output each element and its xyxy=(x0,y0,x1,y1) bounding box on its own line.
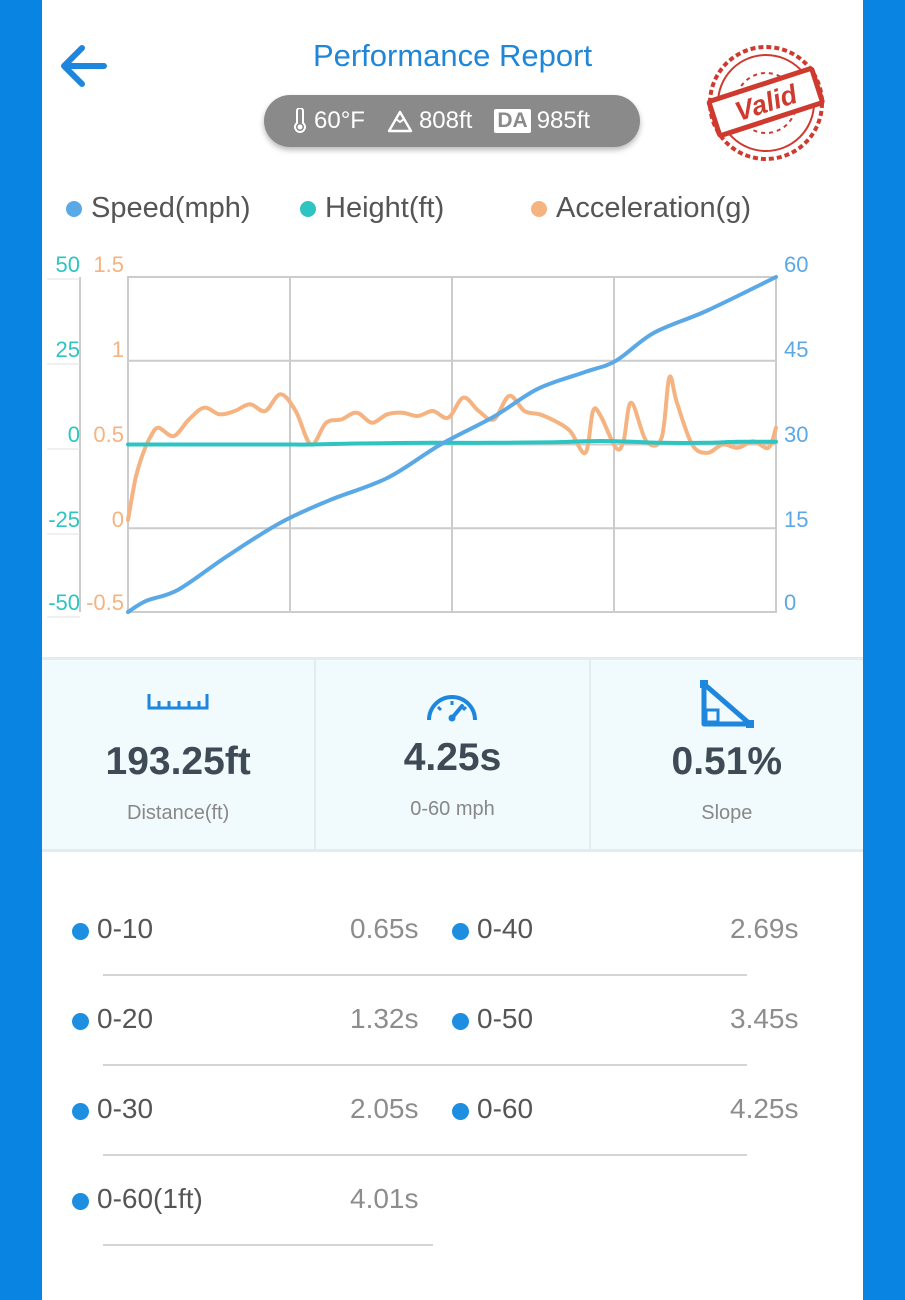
split-dot xyxy=(72,1103,89,1120)
acceleration-tick-label: 1.5 xyxy=(93,252,124,277)
split-row: 0-10 0.65s xyxy=(42,890,442,960)
legend-item-acceleration: Acceleration(g) xyxy=(531,192,751,225)
split-row: 0-60(1ft) 4.01s xyxy=(42,1160,442,1230)
height-series-line xyxy=(126,439,778,447)
split-time: 1.32s xyxy=(350,1003,419,1034)
split-row: 0-40 2.69s xyxy=(422,890,842,960)
split-range: 0-10 xyxy=(97,913,154,944)
conditions-pill: 60°F 808ft DA 985ft xyxy=(264,95,640,147)
split-time: 0.65s xyxy=(350,913,419,944)
chart-legend: Speed(mph) Height(ft) Acceleration(g) xyxy=(66,192,826,232)
split-time: 4.01s xyxy=(350,1183,419,1214)
arrow-left-icon xyxy=(61,45,107,87)
split-dot xyxy=(72,1013,89,1030)
stats-panel: 193.25ft Distance(ft) 4.25s 0-60 mph 0.5… xyxy=(42,657,863,852)
height-tick-label: 0 xyxy=(68,422,80,447)
split-range: 0-60(1ft) xyxy=(97,1183,203,1214)
zero-to-sixty-value: 4.25s xyxy=(403,736,502,779)
slope-label: Slope xyxy=(701,802,753,824)
split-dot xyxy=(452,923,469,940)
legend-item-height: Height(ft) xyxy=(300,192,444,225)
temperature-value: 60°F xyxy=(314,107,365,134)
altitude-item: 808ft xyxy=(387,107,472,135)
acceleration-tick-label: -0.5 xyxy=(86,590,124,615)
legend-label-speed: Speed(mph) xyxy=(91,192,251,224)
legend-dot-height xyxy=(300,200,316,217)
temperature-item: 60°F xyxy=(292,107,365,135)
split-time: 2.69s xyxy=(730,913,799,944)
height-tick-label: 50 xyxy=(56,252,80,277)
acceleration-tick-label: 1 xyxy=(112,337,124,362)
zero-to-sixty-label: 0-60 mph xyxy=(410,798,495,820)
page-title: Performance Report xyxy=(312,38,593,73)
split-row: 0-50 3.45s xyxy=(422,980,842,1050)
back-button[interactable] xyxy=(56,38,116,94)
speedometer-icon xyxy=(427,695,478,722)
divider xyxy=(103,1244,433,1246)
height-tick-label: 25 xyxy=(56,337,80,362)
height-tick-label: -25 xyxy=(48,507,80,532)
divider xyxy=(103,974,747,976)
density-altitude-item: DA 985ft xyxy=(494,107,590,135)
split-row: 0-20 1.32s xyxy=(42,980,442,1050)
stat-slope: 0.51% Slope xyxy=(588,660,863,849)
altitude-value: 808ft xyxy=(418,107,473,134)
speed-tick-label: 0 xyxy=(784,590,796,615)
split-time: 2.05s xyxy=(350,1093,419,1124)
stat-distance: 193.25ft Distance(ft) xyxy=(42,660,314,849)
acceleration-tick-label: 0.5 xyxy=(93,422,124,447)
split-time: 4.25s xyxy=(730,1093,799,1124)
split-row: 0-30 2.05s xyxy=(42,1070,442,1140)
mountain-icon xyxy=(387,110,413,133)
distance-value: 193.25ft xyxy=(105,740,251,783)
stat-zero-to-sixty: 4.25s 0-60 mph xyxy=(314,660,588,849)
split-range: 0-30 xyxy=(97,1093,154,1124)
split-row: 0-60 4.25s xyxy=(422,1070,842,1140)
distance-label: Distance(ft) xyxy=(127,802,230,824)
legend-dot-speed xyxy=(66,200,82,217)
legend-item-speed: Speed(mph) xyxy=(66,192,251,225)
height-tick-label: -50 xyxy=(48,590,80,615)
speed-tick-label: 45 xyxy=(784,337,808,362)
valid-stamp: Valid xyxy=(706,45,825,161)
speed-tick-label: 30 xyxy=(784,422,808,447)
split-range: 0-40 xyxy=(477,913,534,944)
report-panel: Performance Report 60°F 808ft DA 985ft xyxy=(42,0,863,1300)
performance-chart: 50 25 0 -25 -50 1.5 1 0.5 0 -0.5 60 45 30 15 0 xyxy=(47,252,808,618)
split-dot xyxy=(72,923,89,940)
legend-label-height: Height(ft) xyxy=(325,192,445,224)
split-dot xyxy=(452,1013,469,1030)
split-dot xyxy=(72,1193,89,1210)
speed-tick-label: 60 xyxy=(784,252,808,277)
divider xyxy=(103,1154,747,1156)
density-altitude-value: 985ft xyxy=(536,107,591,134)
split-time: 3.45s xyxy=(730,1003,799,1034)
split-range: 0-60 xyxy=(477,1093,534,1124)
slope-icon xyxy=(699,680,754,728)
acceleration-tick-label: 0 xyxy=(112,507,124,532)
speed-series-line xyxy=(126,275,778,614)
ruler-icon xyxy=(147,694,209,710)
acceleration-series-line xyxy=(126,374,778,522)
thermometer-icon xyxy=(294,108,306,133)
split-dot xyxy=(452,1103,469,1120)
legend-label-acceleration: Acceleration(g) xyxy=(556,192,752,224)
split-range: 0-20 xyxy=(97,1003,154,1034)
speed-tick-label: 15 xyxy=(784,507,808,532)
slope-value: 0.51% xyxy=(671,740,783,783)
da-badge: DA xyxy=(494,109,531,133)
split-range: 0-50 xyxy=(477,1003,534,1034)
legend-dot-acceleration xyxy=(531,200,547,217)
divider xyxy=(103,1064,747,1066)
